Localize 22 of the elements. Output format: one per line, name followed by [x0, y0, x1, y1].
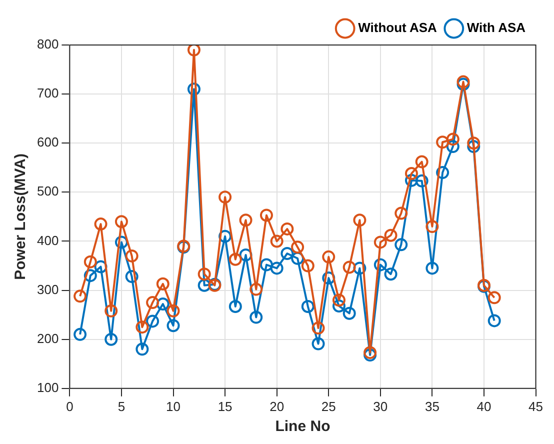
x-tick-label: 0 [66, 398, 74, 414]
x-tick-label: 45 [528, 398, 544, 414]
x-tick-label: 30 [373, 398, 388, 414]
x-tick-label: 15 [218, 398, 232, 414]
y-tick-label: 100 [36, 380, 59, 395]
x-tick-label: 10 [166, 398, 180, 414]
legend-label: With ASA [466, 20, 526, 36]
y-tick-label: 400 [36, 232, 59, 248]
y-tick-label: 500 [36, 184, 59, 199]
x-tick-label: 35 [424, 398, 440, 414]
x-tick-label: 5 [118, 398, 126, 414]
y-tick-label: 800 [36, 36, 59, 52]
x-tick-label: 25 [321, 398, 336, 414]
y-tick-label: 300 [36, 282, 59, 297]
x-tick-label: 20 [270, 398, 284, 414]
y-axis-title: Power Loss(MVA) [12, 153, 30, 280]
x-tick-label: 40 [476, 398, 492, 414]
y-tick-label: 600 [36, 134, 59, 150]
y-tick-label: 700 [36, 86, 59, 101]
y-tick-label: 200 [36, 330, 59, 346]
legend-label: Without ASA [358, 20, 438, 36]
x-axis-title: Line No [275, 418, 330, 436]
